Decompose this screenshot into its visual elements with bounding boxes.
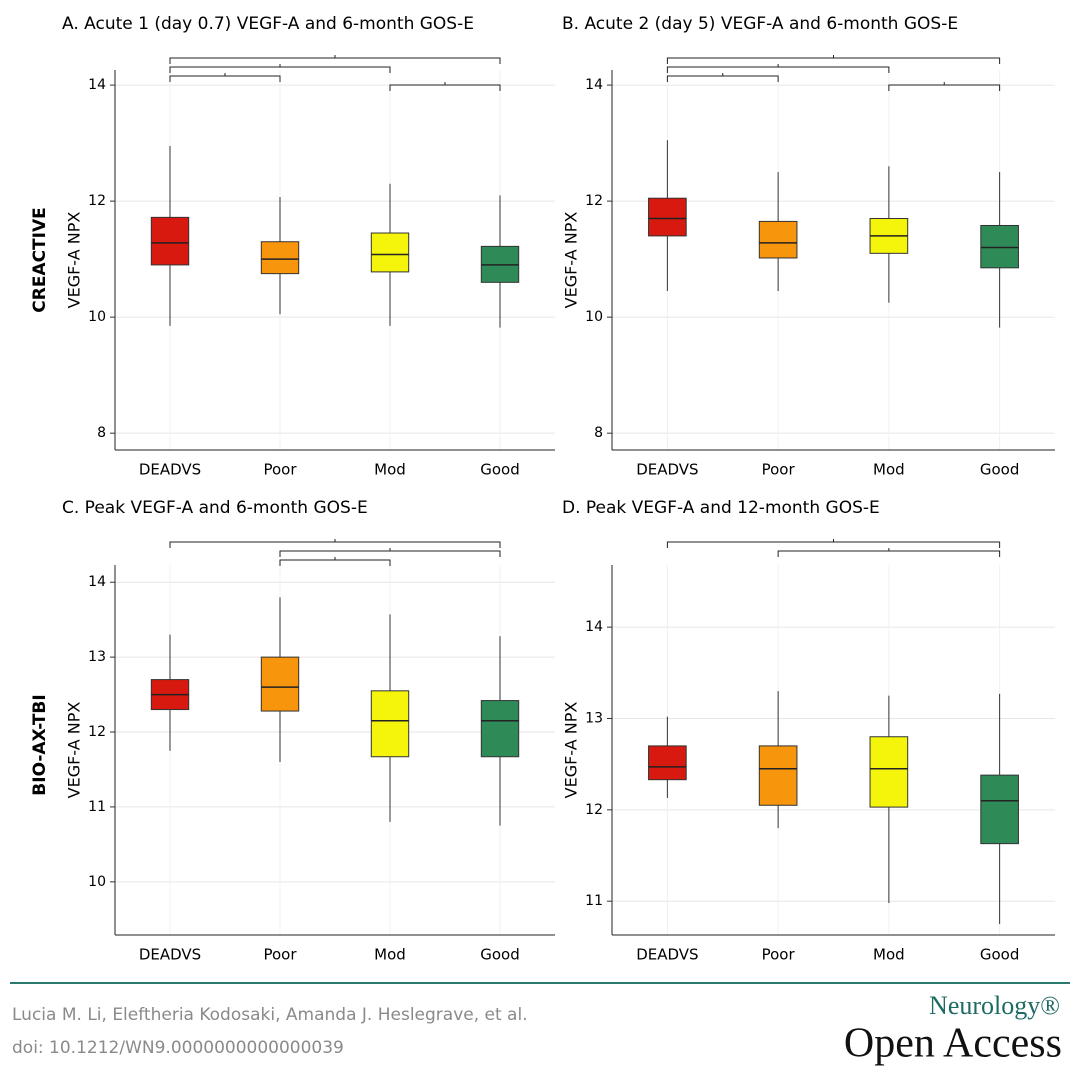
box: [370, 232, 410, 273]
y-tick-label: 10: [88, 309, 106, 325]
box: [260, 656, 300, 712]
box: [758, 745, 798, 806]
x-tick-label: Mod: [873, 946, 905, 964]
footer-doi: doi: 10.1212/WN9.0000000000000039: [12, 1038, 344, 1058]
box: [260, 241, 300, 275]
y-tick-label: 14: [88, 574, 106, 590]
y-tick-label: 14: [585, 77, 603, 93]
box: [648, 197, 687, 237]
box: [980, 224, 1019, 269]
box: [370, 690, 410, 758]
x-tick-label: Mod: [873, 461, 905, 479]
panel-title: A. Acute 1 (day 0.7) VEGF-A and 6-month …: [62, 14, 474, 34]
x-tick-label: Poor: [762, 461, 796, 479]
x-tick-label: Mod: [374, 461, 406, 479]
y-tick-label: 13: [585, 710, 603, 726]
x-tick-label: DEADVS: [636, 946, 698, 964]
x-tick-label: DEADVS: [139, 461, 201, 479]
y-tick-label: 13: [88, 649, 106, 665]
x-tick-label: DEADVS: [139, 946, 201, 964]
x-tick-label: Mod: [374, 946, 406, 964]
panel-title: B. Acute 2 (day 5) VEGF-A and 6-month GO…: [562, 14, 958, 34]
panel-title: C. Peak VEGF-A and 6-month GOS-E: [62, 498, 368, 518]
x-tick-label: Poor: [263, 946, 297, 964]
x-tick-label: DEADVS: [636, 461, 698, 479]
y-tick-label: 12: [585, 802, 603, 818]
y-tick-label: 11: [585, 893, 603, 909]
y-tick-label: 11: [88, 799, 106, 815]
x-tick-label: Poor: [263, 461, 297, 479]
box: [648, 745, 687, 781]
y-tick-label: 8: [97, 425, 106, 441]
box: [150, 216, 190, 266]
y-axis-label: VEGF-A NPX: [562, 702, 581, 799]
x-tick-label: Good: [480, 946, 520, 964]
logo-journal: Open Access: [844, 1021, 1062, 1067]
y-axis-label: VEGF-A NPX: [562, 212, 581, 309]
logo-brand: Neurology®: [929, 991, 1060, 1020]
x-tick-label: Good: [980, 946, 1020, 964]
y-tick-label: 12: [88, 193, 106, 209]
y-tick-label: 14: [88, 77, 106, 93]
y-tick-label: 14: [585, 619, 603, 635]
x-tick-label: Poor: [762, 946, 796, 964]
y-tick-label: 10: [585, 309, 603, 325]
x-tick-label: Good: [480, 461, 520, 479]
y-axis-label: VEGF-A NPX: [65, 212, 84, 309]
y-tick-label: 8: [594, 425, 603, 441]
footer-authors: Lucia M. Li, Eleftheria Kodosaki, Amanda…: [12, 1005, 528, 1025]
y-tick-label: 10: [88, 874, 106, 890]
box: [480, 700, 520, 758]
x-tick-label: Good: [980, 461, 1020, 479]
panel-title: D. Peak VEGF-A and 12-month GOS-E: [562, 498, 880, 518]
row-label: BIO-AX-TBI: [30, 694, 50, 795]
y-axis-label: VEGF-A NPX: [65, 702, 84, 799]
y-tick-label: 12: [88, 724, 106, 740]
box: [758, 220, 798, 259]
box: [869, 736, 909, 808]
y-tick-label: 12: [585, 193, 603, 209]
box: [980, 774, 1019, 845]
row-label: CREACTIVE: [30, 207, 50, 313]
